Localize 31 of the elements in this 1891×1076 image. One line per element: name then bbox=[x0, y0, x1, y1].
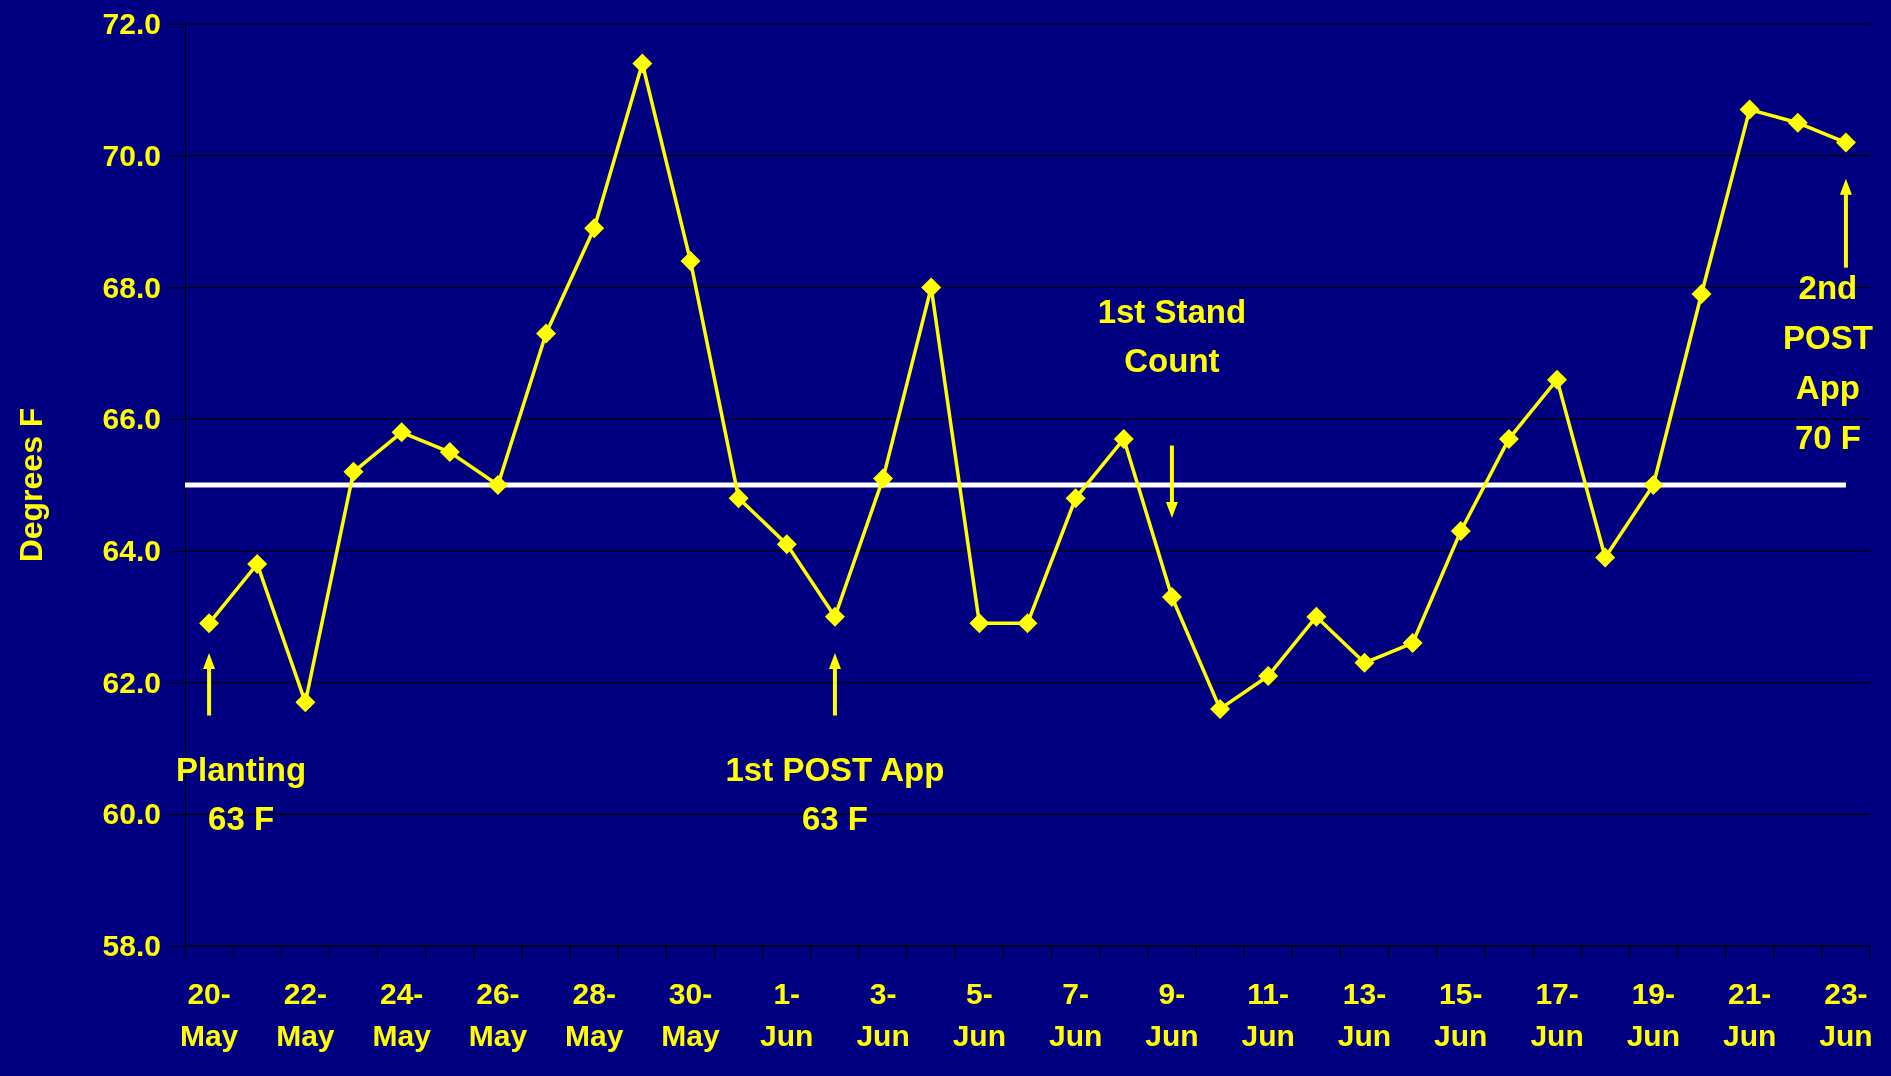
x-tick-label: 9-Jun bbox=[1145, 977, 1199, 1052]
x-tick-label: 5-Jun bbox=[952, 977, 1007, 1052]
x-tick-label: 15-Jun bbox=[1434, 977, 1488, 1052]
y-axis-title: Degrees F bbox=[13, 407, 49, 563]
annotation: 1st Stand Count bbox=[1097, 293, 1247, 380]
x-tick-label: 28-May bbox=[565, 977, 624, 1052]
x-tick-label: 24-May bbox=[372, 977, 432, 1052]
x-tick-label: 13-Jun bbox=[1337, 977, 1392, 1052]
x-tick-label: 30-May bbox=[661, 977, 720, 1052]
y-tick-label: 62.0 bbox=[102, 665, 161, 699]
y-tick-label: 68.0 bbox=[102, 270, 161, 304]
y-tick-label: 70.0 bbox=[102, 138, 161, 172]
x-tick-label: 7-Jun bbox=[1048, 977, 1103, 1052]
x-tick-label: 11-Jun bbox=[1241, 977, 1295, 1052]
x-tick-label: 1-Jun bbox=[760, 977, 814, 1052]
annotation: 1st POST App 63 F bbox=[725, 751, 945, 838]
annotation: 2nd POST App 70 F bbox=[1783, 269, 1873, 457]
y-tick-label: 60.0 bbox=[102, 797, 161, 831]
annotation: Planting 63 F bbox=[175, 751, 307, 838]
x-tick-label: 23-Jun bbox=[1819, 977, 1873, 1052]
y-tick-label: 58.0 bbox=[102, 929, 161, 963]
x-tick-label: 21-Jun bbox=[1722, 977, 1777, 1052]
x-tick-label: 26-May bbox=[468, 977, 528, 1052]
y-tick-label: 72.0 bbox=[102, 7, 161, 41]
x-tick-label: 22-May bbox=[276, 977, 335, 1052]
y-tick-label: 66.0 bbox=[102, 402, 161, 436]
x-tick-label: 19-Jun bbox=[1626, 977, 1681, 1052]
y-tick-label: 64.0 bbox=[102, 533, 161, 567]
x-tick-label: 17-Jun bbox=[1530, 977, 1584, 1052]
x-tick-label: 20-May bbox=[179, 977, 239, 1052]
x-tick-label: 3-Jun bbox=[856, 977, 910, 1052]
